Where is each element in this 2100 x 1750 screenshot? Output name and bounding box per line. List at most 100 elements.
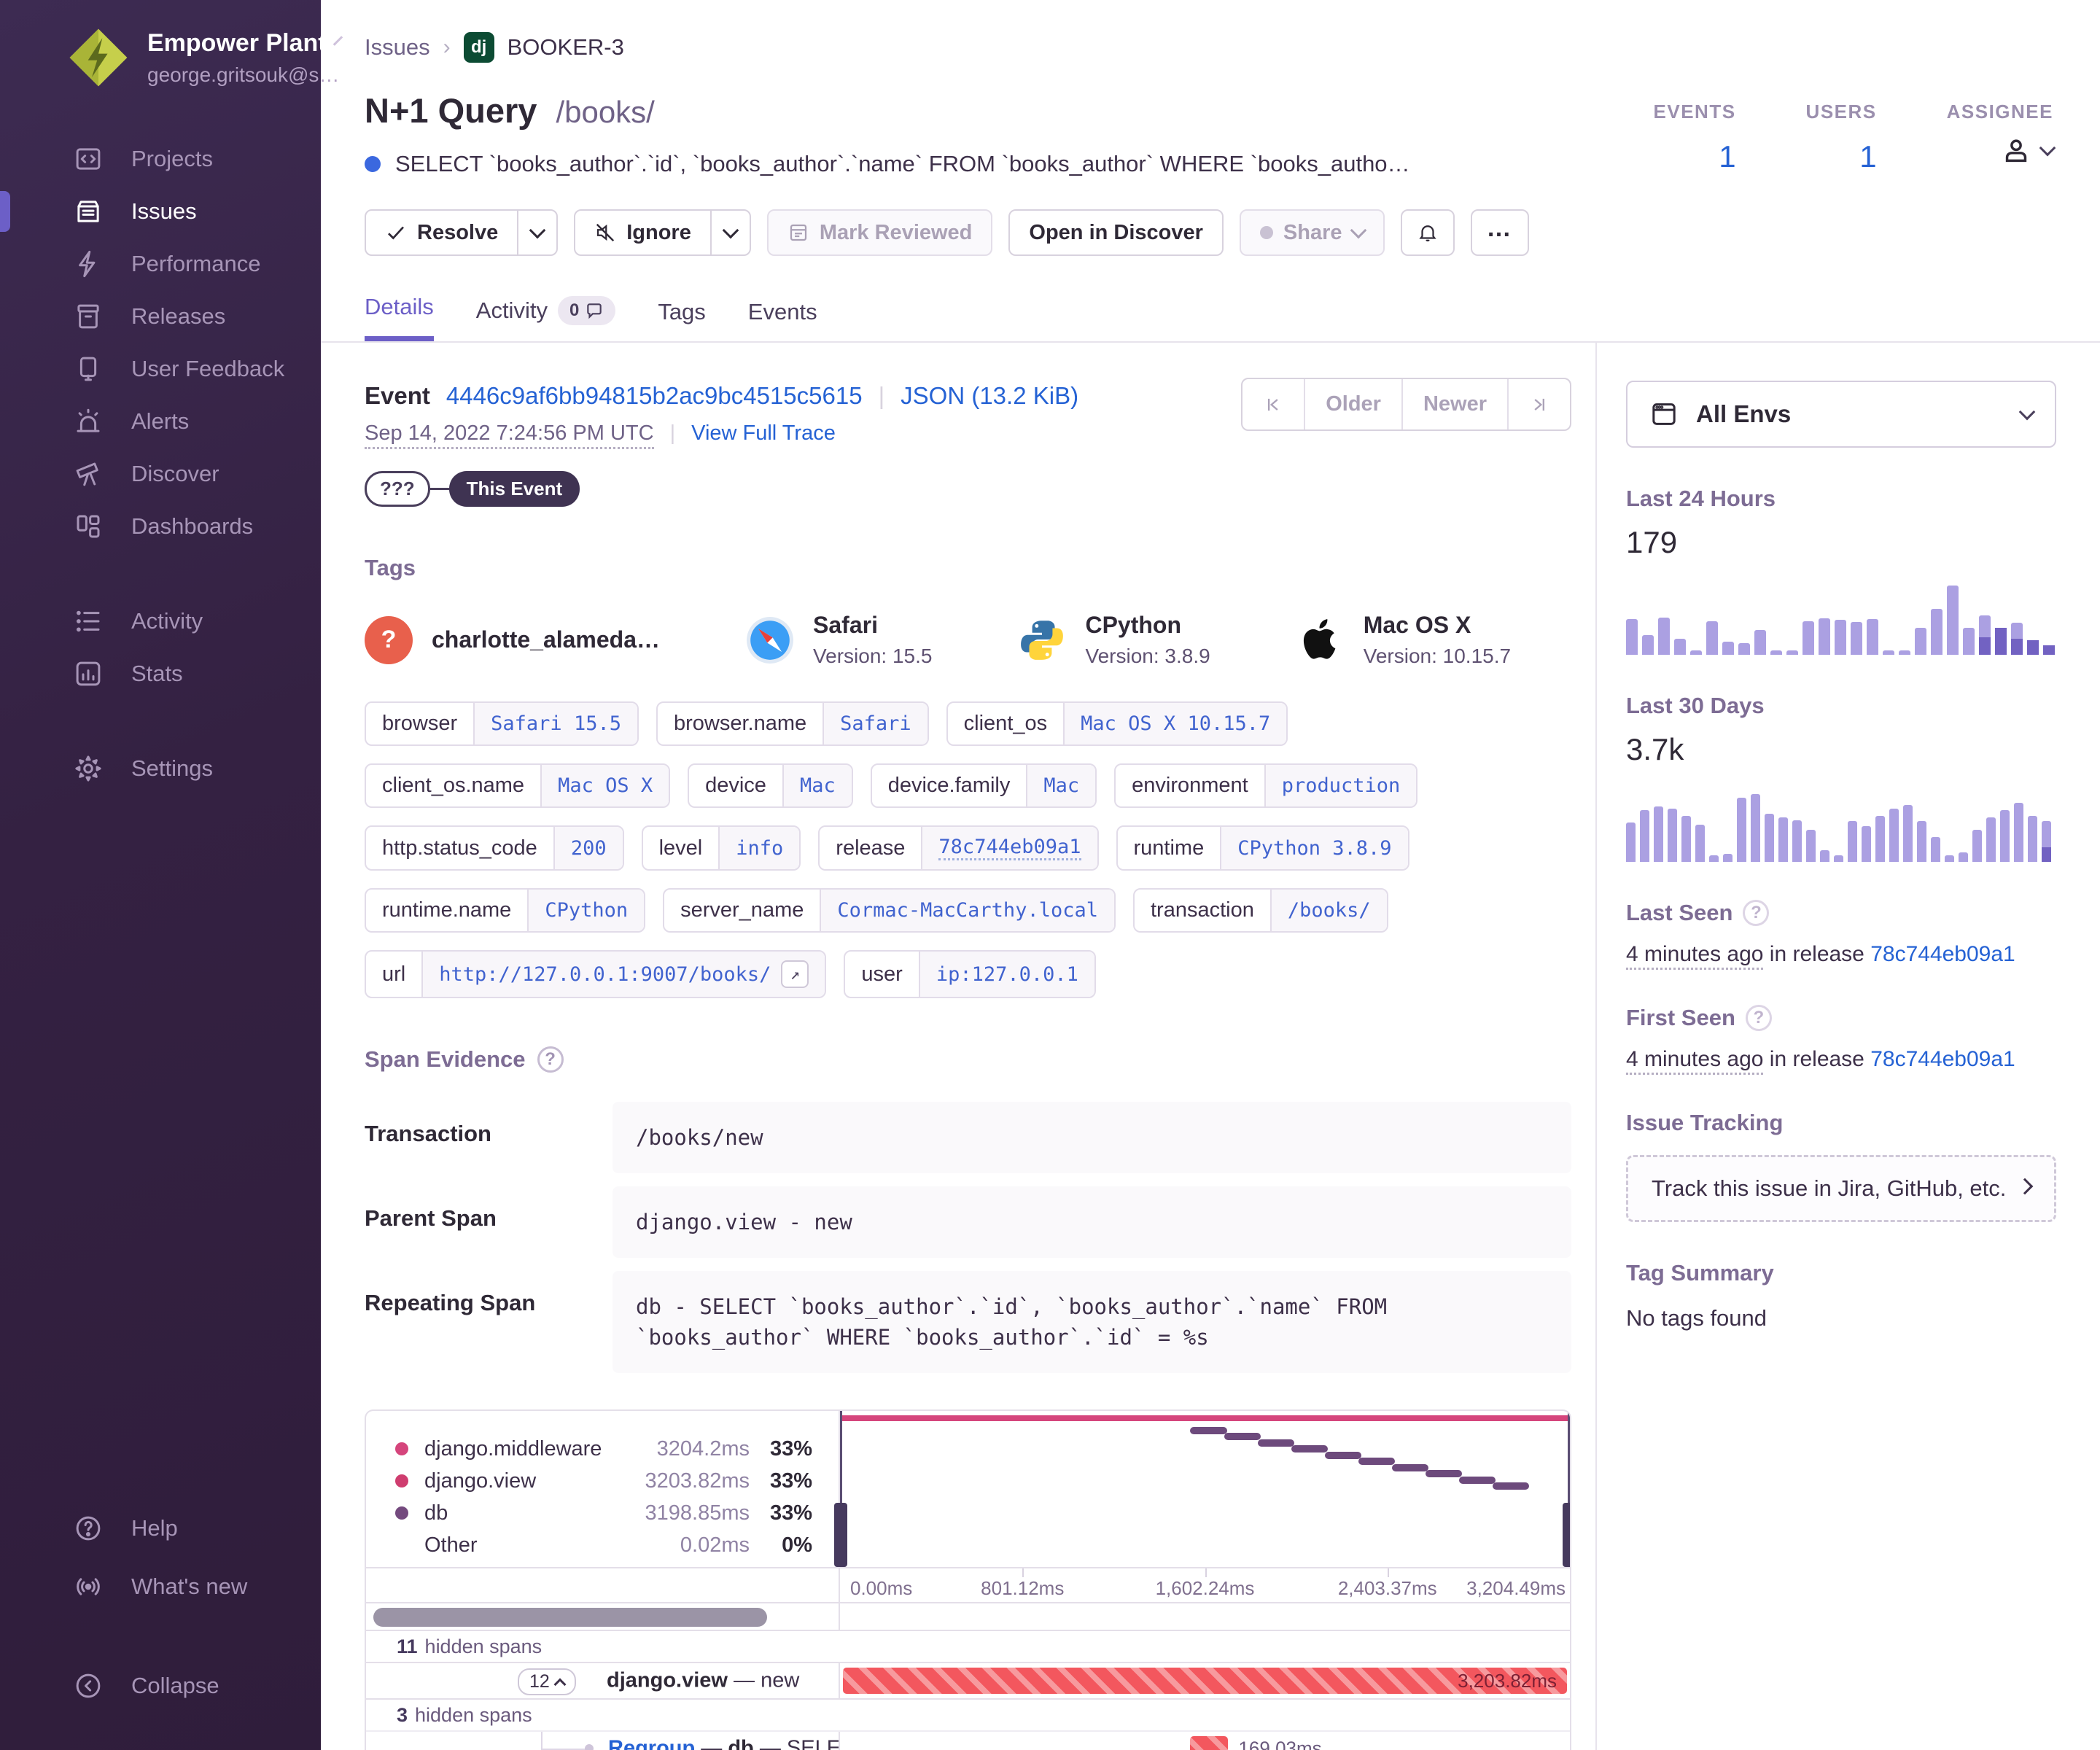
trace-root-pill[interactable]: ??? — [365, 471, 430, 507]
events-count[interactable]: 1 — [1719, 139, 1736, 174]
sidebar-item-projects[interactable]: Projects — [0, 133, 321, 185]
safari-icon — [747, 616, 793, 664]
assignee-selector[interactable] — [1947, 133, 2056, 167]
sidebar-item-releases[interactable]: Releases — [0, 290, 321, 343]
resolve-dropdown-button[interactable] — [517, 211, 556, 254]
legend-percent: 33% — [769, 1436, 812, 1461]
tab-tags[interactable]: Tags — [658, 299, 705, 341]
last-seen-release-link[interactable]: 78c744eb09a1 — [1870, 942, 2015, 966]
scrollbar-thumb[interactable] — [373, 1608, 767, 1628]
tag-pill-transaction: transaction/books/ — [1132, 888, 1388, 933]
tab-label: Tags — [658, 299, 706, 324]
tag-value[interactable]: Mac OS X 10.15.7 — [1063, 703, 1287, 744]
tag-value[interactable]: Safari 15.5 — [473, 703, 637, 744]
waterfall-minimap[interactable] — [834, 1411, 1570, 1568]
environment-value: All Envs — [1696, 400, 1792, 427]
last-seen-value: 4 minutes ago in release 78c744eb09a1 — [1626, 942, 2056, 970]
first-seen-release-link[interactable]: 78c744eb09a1 — [1870, 1047, 2015, 1071]
oldest-event-button[interactable] — [1242, 379, 1304, 429]
sidebar-item-help[interactable]: Help — [0, 1499, 321, 1558]
tag-value[interactable]: CPython — [527, 890, 645, 931]
sidebar-item-stats[interactable]: Stats — [0, 648, 321, 700]
comment-count: 0 — [569, 300, 580, 320]
view-full-trace-link[interactable]: View Full Trace — [691, 421, 836, 445]
tag-value[interactable]: 78c744eb09a1 — [921, 827, 1097, 869]
ignore-button[interactable]: Ignore — [574, 209, 751, 256]
span-row[interactable]: Regroup — db — SELECT `boo 169.03ms — [366, 1730, 1570, 1750]
event-timestamp: Sep 14, 2022 7:24:56 PM UTC — [365, 421, 654, 449]
tag-value[interactable]: ip:127.0.0.1 — [918, 952, 1094, 997]
waterfall-scrollbar[interactable] — [366, 1603, 839, 1630]
share-button[interactable]: Share — [1239, 209, 1385, 256]
mark-reviewed-button[interactable]: Mark Reviewed — [766, 209, 993, 256]
tag-key: browser — [382, 712, 458, 735]
minimap-span-dash — [1358, 1458, 1395, 1466]
sidebar-item-collapse[interactable]: Collapse — [0, 1657, 321, 1715]
sidebar-item-alerts[interactable]: Alerts — [0, 395, 321, 448]
external-link-icon[interactable]: ↗ — [781, 960, 809, 988]
breadcrumb-project[interactable]: BOOKER-3 — [507, 34, 624, 60]
tag-key: http.status_code — [382, 836, 537, 860]
stats-icon — [76, 661, 101, 686]
sidebar-item-discover[interactable]: Discover — [0, 448, 321, 500]
help-question-icon[interactable]: ? — [1745, 1005, 1772, 1031]
breadcrumb: Issues › dj BOOKER-3 — [365, 32, 2056, 63]
sidebar-item-what-s-new[interactable]: What's new — [0, 1558, 321, 1616]
sidebar-item-label: Releases — [131, 303, 226, 329]
tag-value[interactable]: Mac — [1026, 765, 1096, 806]
hidden-spans-row-mid[interactable]: 3 hidden spans — [366, 1698, 1570, 1731]
ignore-dropdown-button[interactable] — [709, 211, 750, 254]
tag-value[interactable]: /books/ — [1269, 890, 1387, 931]
resolve-button[interactable]: Resolve — [365, 209, 559, 256]
tag-value[interactable]: Mac — [782, 765, 852, 806]
tag-value[interactable]: info — [718, 827, 800, 869]
minimap-right-handle[interactable] — [1563, 1411, 1570, 1568]
older-event-button[interactable]: Older — [1304, 379, 1401, 429]
tag-value[interactable]: http://127.0.0.1:9007/books/ ↗ — [421, 952, 825, 997]
users-count[interactable]: 1 — [1859, 139, 1877, 174]
tab-activity[interactable]: Activity 0 — [476, 296, 616, 341]
event-id-link[interactable]: 4446c9af6bb94815b2ac9bc4515c5615 — [446, 382, 863, 409]
sidebar-item-dashboards[interactable]: Dashboards — [0, 500, 321, 553]
org-name: Empower Plant — [147, 28, 327, 57]
org-switcher[interactable]: Empower Plant george.gritsouk@s… — [0, 0, 343, 114]
event-bar-recent — [2027, 640, 2039, 655]
hidden-spans-row-top[interactable]: 11 hidden spans — [366, 1630, 1570, 1662]
legend-op: django.view — [424, 1469, 537, 1493]
open-in-discover-button[interactable]: Open in Discover — [1008, 209, 1224, 256]
breadcrumb-issues[interactable]: Issues — [365, 34, 430, 60]
event-bar — [2043, 645, 2055, 655]
tag-value[interactable]: 200 — [553, 827, 623, 869]
minimap-left-handle[interactable] — [834, 1411, 847, 1568]
this-event-pill[interactable]: This Event — [448, 471, 580, 507]
issue-tracking-button[interactable]: Track this issue in Jira, GitHub, etc. — [1626, 1155, 2056, 1222]
tag-value[interactable]: CPython 3.8.9 — [1220, 827, 1408, 869]
sidebar-item-user-feedback[interactable]: User Feedback — [0, 343, 321, 395]
event-json-link[interactable]: JSON (13.2 KiB) — [901, 382, 1079, 409]
event-bar — [1654, 806, 1663, 862]
regroup-link[interactable]: Regroup — [608, 1736, 696, 1750]
sidebar-item-label: Alerts — [131, 408, 190, 434]
newer-event-button[interactable]: Newer — [1401, 379, 1507, 429]
tag-value[interactable]: Cormac-MacCarthy.local — [820, 890, 1114, 931]
event-bar — [1786, 650, 1798, 655]
more-actions-button[interactable]: … — [1470, 209, 1529, 256]
event-bar — [1995, 628, 2007, 655]
minimap-span-dash — [1391, 1464, 1428, 1472]
sidebar-item-activity[interactable]: Activity — [0, 595, 321, 648]
tag-value[interactable]: production — [1264, 765, 1417, 806]
help-question-icon[interactable]: ? — [537, 1046, 564, 1073]
newest-event-button[interactable] — [1507, 379, 1570, 429]
tab-details[interactable]: Details — [365, 294, 434, 341]
tag-value[interactable]: Mac OS X — [540, 765, 669, 806]
environment-select[interactable]: All Envs — [1626, 381, 2056, 448]
tag-value[interactable]: Safari — [822, 703, 928, 744]
sidebar-item-performance[interactable]: Performance — [0, 238, 321, 290]
subscribe-bell-button[interactable] — [1400, 209, 1455, 256]
sidebar-item-issues[interactable]: Issues — [0, 185, 321, 238]
help-question-icon[interactable]: ? — [1743, 900, 1770, 926]
sidebar-item-settings[interactable]: Settings — [0, 742, 321, 795]
span-group-row[interactable]: 12 django.view — new 3,203.82ms — [366, 1662, 1570, 1699]
span-group-toggle[interactable]: 12 — [518, 1668, 576, 1696]
tab-events[interactable]: Events — [748, 299, 817, 341]
